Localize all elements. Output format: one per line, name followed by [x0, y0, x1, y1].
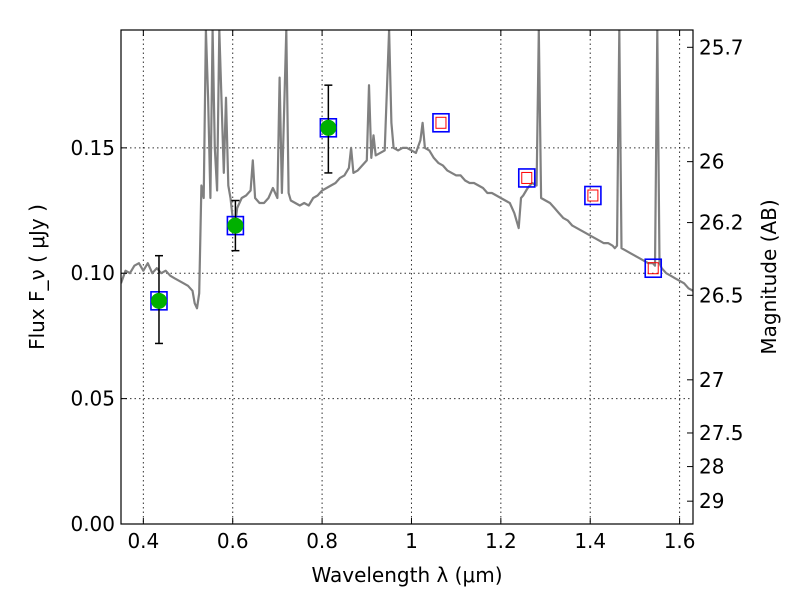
x-tick-label: 1.2	[485, 529, 517, 553]
y-axis-label: Flux F_ν ( μJy )	[25, 204, 49, 350]
x-tick-label: 0.6	[217, 529, 249, 553]
y-tick-label: 0.05	[70, 387, 115, 411]
y-tick-label: 0.15	[70, 136, 115, 160]
model-photometry-square	[584, 185, 602, 206]
tick-layer: 0.4 0.6 0.8 1 1.2 1.4 1.6 0.00 0.05 0.10 0.15 25.7 2…	[70, 30, 744, 553]
predicted-flux-square	[435, 116, 447, 129]
x-tick-label: 0.8	[306, 529, 338, 553]
y-tick-label: 0.00	[70, 512, 115, 536]
right-tick-label: 27.5	[699, 421, 744, 445]
x-tick-label: 1	[405, 529, 418, 553]
predicted-flux-square	[647, 262, 659, 275]
predicted-flux-square	[587, 189, 599, 202]
spectrum-line	[121, 30, 693, 310]
right-tick-label: 26.2	[699, 211, 744, 235]
model-photometry-square	[644, 258, 663, 279]
observed-data-point	[227, 217, 244, 234]
spectrum-layer	[121, 30, 693, 310]
observed-data-point	[150, 292, 167, 309]
x-tick-label: 1.4	[574, 529, 606, 553]
right-tick-label: 25.7	[699, 35, 744, 59]
model-photometry-square	[432, 112, 450, 133]
x-axis-label: Wavelength λ (μm)	[311, 563, 502, 587]
x-tick-label: 0.4	[127, 529, 159, 553]
marker-layer	[150, 84, 663, 345]
right-tick-label: 28	[699, 455, 724, 479]
plot-frame	[120, 29, 694, 525]
right-tick-label: 29	[699, 489, 724, 513]
right-tick-label: 27	[699, 368, 724, 392]
predicted-flux-square	[521, 171, 533, 184]
right-tick-label: 26	[699, 150, 724, 174]
model-photometry-square	[517, 168, 536, 188]
x-tick-label: 1.6	[664, 529, 696, 553]
y-tick-label: 0.10	[70, 261, 115, 285]
y-axis-right-label: Magnitude (AB)	[757, 199, 781, 354]
right-tick-label: 26.5	[699, 283, 744, 307]
observed-data-point	[320, 119, 337, 136]
grid-layer	[121, 30, 693, 525]
